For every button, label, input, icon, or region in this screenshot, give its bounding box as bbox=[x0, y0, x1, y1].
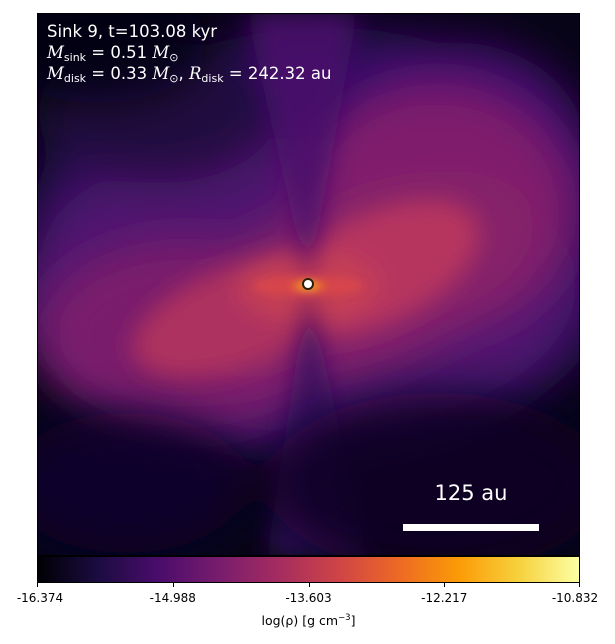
m-sun-symbol: M bbox=[152, 43, 170, 62]
m-disk-value: = 0.33 bbox=[86, 64, 153, 83]
m-sun-subscript: ⊙ bbox=[169, 51, 179, 64]
colorbar-label: log(ρ) [g cm−3] bbox=[37, 613, 580, 628]
m-disk-symbol: M bbox=[47, 64, 64, 83]
colorbar-tick bbox=[37, 583, 38, 587]
colorbar-label-exponent: −3 bbox=[338, 613, 351, 623]
disk-props-line: Mdisk = 0.33 M⊙, Rdisk = 242.32 au bbox=[47, 63, 331, 89]
colorbar bbox=[37, 556, 580, 583]
colorbar-tick-label: -13.603 bbox=[285, 591, 332, 605]
m-sun-symbol-2: M bbox=[152, 64, 170, 83]
colorbar-tick bbox=[172, 583, 174, 587]
colorbar-tick-label: -14.988 bbox=[149, 591, 196, 605]
density-map bbox=[37, 13, 580, 556]
lower-dark-region bbox=[37, 13, 580, 556]
colorbar-tick bbox=[308, 583, 310, 587]
scalebar bbox=[403, 524, 539, 531]
r-disk-subscript: disk bbox=[201, 72, 224, 85]
m-sink-value: = 0.51 bbox=[86, 43, 153, 62]
r-disk-symbol: R bbox=[188, 64, 202, 83]
m-sink-subscript: sink bbox=[63, 51, 87, 64]
colorbar-tick bbox=[579, 583, 580, 587]
separator: , bbox=[178, 64, 189, 83]
colorbar-tick-label: -16.374 bbox=[16, 591, 64, 605]
colorbar-label-main: log(ρ) [g cm bbox=[261, 613, 339, 628]
m-sun-subscript-2: ⊙ bbox=[169, 72, 179, 85]
colorbar-tick bbox=[444, 583, 446, 587]
m-sink-symbol: M bbox=[47, 43, 64, 62]
colorbar-tick-label: -10.832 bbox=[551, 591, 599, 605]
m-disk-subscript: disk bbox=[63, 72, 87, 85]
colorbar-tick-label: -12.217 bbox=[421, 591, 468, 605]
density-map-panel: Sink 9, t=103.08 kyr Msink = 0.51 M⊙ Mdi… bbox=[37, 13, 580, 556]
scalebar-label: 125 au bbox=[434, 481, 508, 505]
colorbar-label-close: ] bbox=[350, 613, 356, 628]
sink-mass-line: Msink = 0.51 M⊙ bbox=[47, 42, 178, 68]
sink-particle-marker bbox=[302, 278, 314, 290]
r-disk-value: = 242.32 au bbox=[223, 64, 332, 83]
sink-title: Sink 9, t=103.08 kyr bbox=[47, 22, 218, 41]
sink-info-line: Sink 9, t=103.08 kyr bbox=[47, 21, 217, 42]
